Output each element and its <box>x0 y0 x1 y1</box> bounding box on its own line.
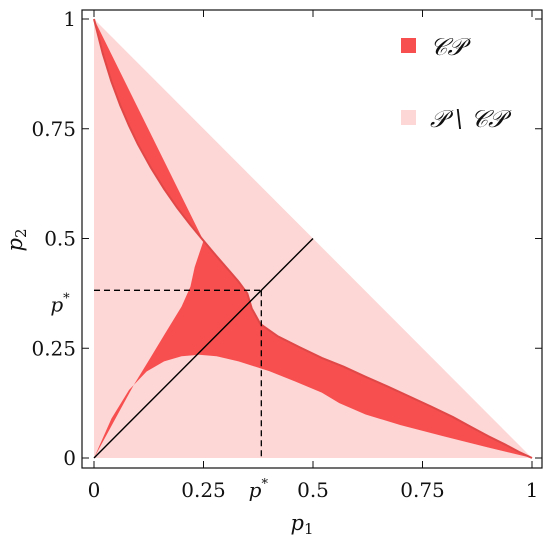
x-tick-label: 0 <box>88 478 101 502</box>
diagonal-line <box>93 238 314 459</box>
legend-label-cp: 𝒞𝒫 <box>430 33 471 61</box>
legend-swatch-cp <box>401 38 416 53</box>
cp-edge-line <box>93 18 533 459</box>
y-tick-label: 0.25 <box>31 336 76 360</box>
y-axis-label: p2 <box>3 229 30 252</box>
legend-label-p-minus-cp: 𝒫 \ 𝒞𝒫 <box>430 105 512 133</box>
legend-swatch-p-minus-cp <box>401 110 416 125</box>
y-p-star-label: p* <box>50 291 70 316</box>
x-tick-label: 1 <box>526 478 539 502</box>
y-tick-label: 1 <box>63 7 76 31</box>
y-axis-ticks: 0 0.25 0.5 0.75 1 p* <box>31 7 542 470</box>
y-tick-label: 0.5 <box>44 227 76 251</box>
x-tick-label: 0.5 <box>297 478 329 502</box>
x-axis-label: p1 <box>291 511 314 538</box>
x-tick-label: 0.75 <box>400 478 445 502</box>
legend: 𝒞𝒫 𝒫 \ 𝒞𝒫 <box>401 33 512 133</box>
x-axis-ticks: 0 0.25 0.5 0.75 1 p* <box>88 10 539 502</box>
y-tick-label: 0 <box>63 446 76 470</box>
x-p-star-label: p* <box>249 477 269 502</box>
plot-area <box>93 18 533 459</box>
x-tick-label: 0.25 <box>181 478 226 502</box>
y-tick-label: 0.75 <box>31 117 76 141</box>
